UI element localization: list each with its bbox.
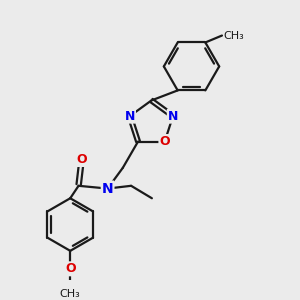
Text: CH₃: CH₃ [223, 31, 244, 40]
Text: O: O [159, 135, 170, 148]
Text: O: O [65, 262, 76, 275]
Text: CH₃: CH₃ [60, 289, 81, 299]
Text: N: N [102, 182, 113, 196]
Text: N: N [168, 110, 178, 123]
Text: O: O [76, 153, 87, 166]
Text: N: N [124, 110, 135, 123]
